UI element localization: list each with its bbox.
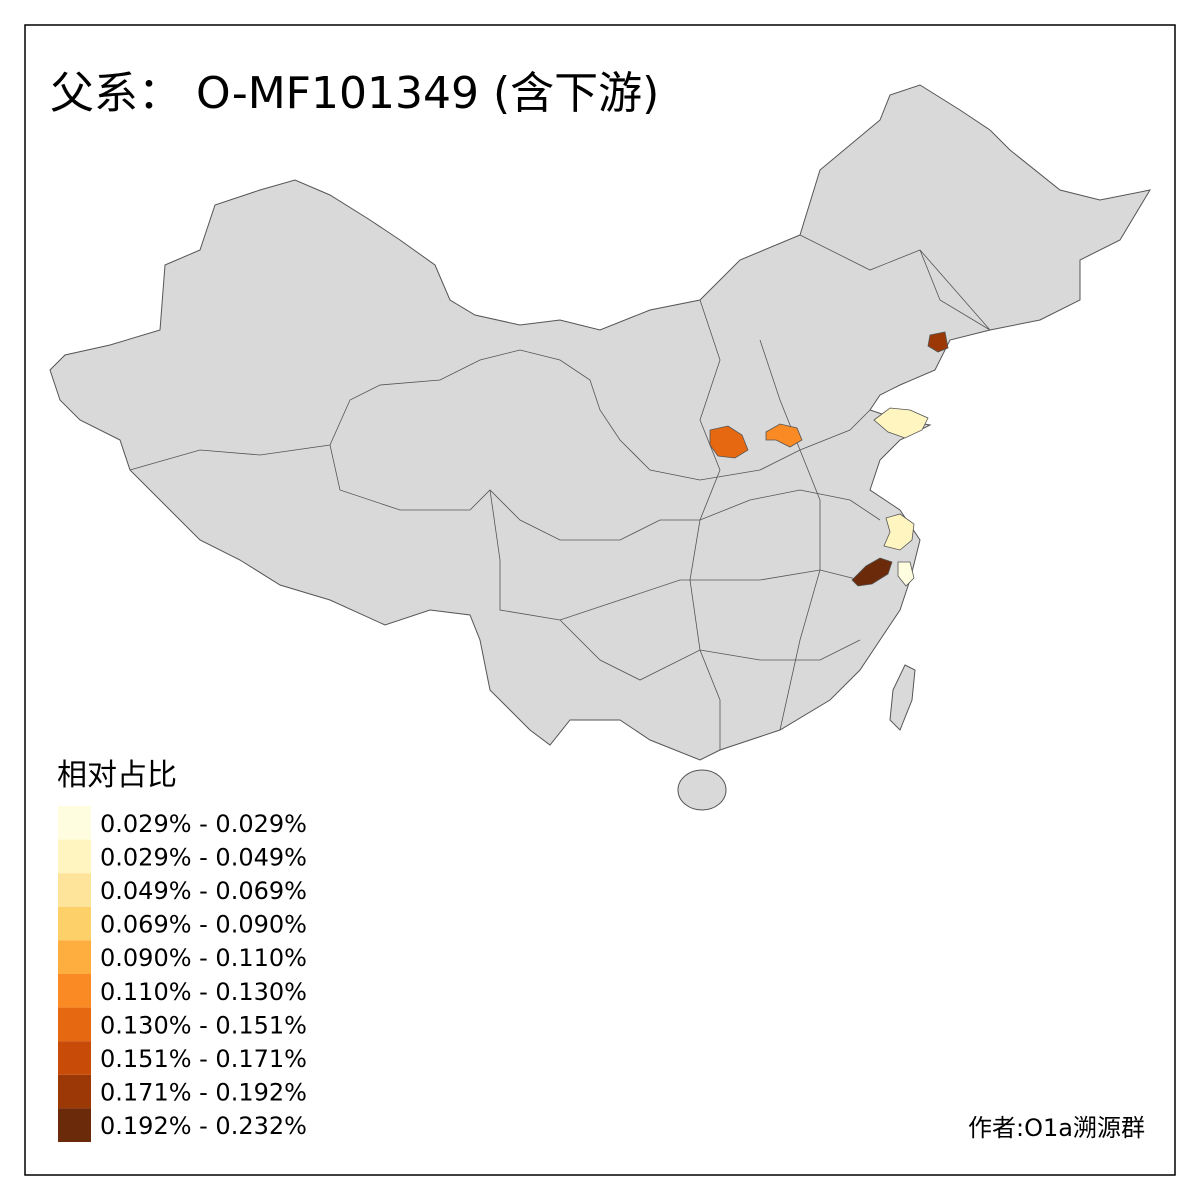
province-borders	[759, 339, 821, 731]
region-highlight	[883, 513, 915, 551]
province-borders	[689, 299, 721, 750]
map-title: 父系： O-MF101349 (含下游)	[50, 68, 659, 119]
frame	[24, 24, 1176, 1176]
legend-swatch	[58, 1108, 91, 1142]
region-highlight	[927, 331, 949, 353]
legend: 0.029% - 0.029% 0.029% - 0.049% 0.049% - 0…	[58, 806, 307, 1142]
legend-swatch	[58, 1074, 91, 1109]
legend-label: 0.110% - 0.130%	[100, 978, 307, 1006]
legend-label: 0.192% - 0.232%	[100, 1112, 307, 1140]
legend-label: 0.130% - 0.151%	[100, 1011, 307, 1039]
province-borders	[799, 234, 991, 331]
china-map	[49, 84, 1152, 811]
legend-swatch	[58, 839, 91, 874]
region-highlight	[851, 557, 893, 587]
mainland	[49, 84, 1152, 761]
legend-label: 0.069% - 0.090%	[100, 911, 307, 939]
legend-swatch	[58, 906, 91, 941]
legend-label: 0.029% - 0.049%	[100, 843, 307, 871]
credit: 作者:O1a溯源群	[968, 1114, 1145, 1142]
region-highlight	[709, 425, 749, 459]
legend-label: 0.151% - 0.171%	[100, 1045, 307, 1073]
legend-swatch	[58, 1041, 91, 1075]
region-highlight	[897, 561, 915, 587]
legend-label: 0.049% - 0.069%	[100, 877, 307, 905]
legend-label: 0.090% - 0.110%	[100, 944, 307, 972]
legend-swatch	[58, 806, 91, 840]
province-borders	[329, 444, 881, 541]
province-borders	[489, 489, 861, 621]
legend-swatch	[58, 873, 91, 907]
legend-label: 0.171% - 0.192%	[100, 1079, 307, 1107]
region-highlight	[765, 423, 803, 448]
hainan	[677, 769, 727, 811]
legend-title: 相对占比	[57, 758, 177, 793]
legend-label: 0.029% - 0.029%	[100, 810, 307, 838]
legend-swatch	[58, 940, 91, 974]
legend-swatch	[58, 974, 91, 1008]
taiwan	[889, 664, 916, 731]
region-highlight	[873, 407, 929, 439]
legend-swatch	[58, 1007, 91, 1042]
